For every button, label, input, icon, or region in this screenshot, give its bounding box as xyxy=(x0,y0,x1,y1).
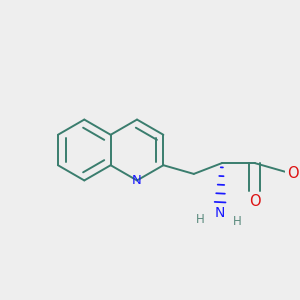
Text: N: N xyxy=(215,206,225,220)
Text: N: N xyxy=(132,174,142,187)
Text: H: H xyxy=(196,213,205,226)
Text: O: O xyxy=(249,194,260,208)
Text: H: H xyxy=(233,215,242,228)
Text: O: O xyxy=(287,167,298,182)
